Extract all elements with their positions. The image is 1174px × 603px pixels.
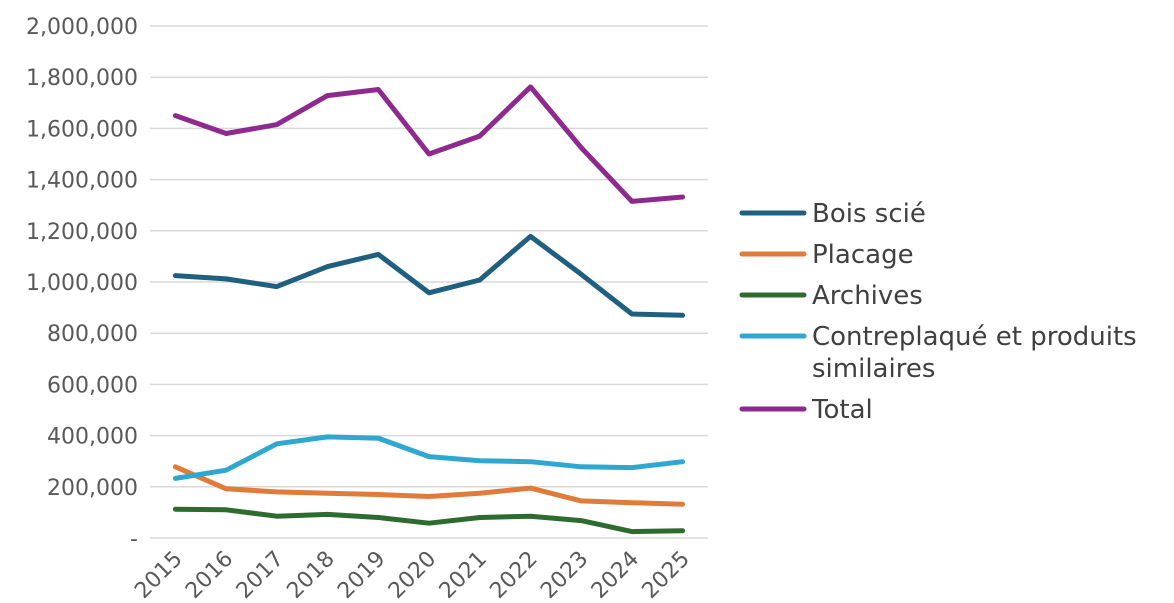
series-line-contreplaque-et-produits-similaires	[172, 434, 686, 481]
legend-item-placage: Placage	[739, 240, 914, 270]
y-tick-label-5: 1,000,000	[26, 271, 138, 296]
legend-item-total: Total	[739, 395, 873, 425]
x-tick-label-2025: 2025	[638, 547, 695, 603]
y-tick-label-10: 2,000,000	[26, 15, 138, 40]
x-tick-label-2024: 2024	[587, 547, 644, 603]
series-line-placage	[172, 464, 686, 507]
y-axis-tick-labels: - 200,000 400,000 600,000 800,000 1,000,000 1,…	[26, 15, 138, 552]
x-tick-label-2022: 2022	[485, 547, 542, 603]
y-tick-label-4: 800,000	[47, 322, 138, 347]
legend-item-archives: Archives	[739, 281, 923, 311]
y-tick-label-2: 400,000	[47, 425, 138, 450]
legend-label-bois-scie: Bois scié	[812, 199, 926, 229]
y-tick-label-0: -	[130, 527, 138, 552]
x-tick-label-2020: 2020	[384, 547, 441, 603]
y-tick-label-9: 1,800,000	[26, 66, 138, 91]
x-tick-label-2023: 2023	[536, 547, 593, 603]
series-line-archives	[172, 506, 686, 535]
x-tick-label-2016: 2016	[181, 547, 238, 603]
x-tick-label-2021: 2021	[435, 547, 492, 603]
x-axis-tick-labels: 2015201620172018201920202021202220232024…	[130, 547, 695, 603]
legend-label-contreplaque-et-produits-similaires-line-0: Contreplaqué et produits	[812, 322, 1137, 352]
y-tick-label-7: 1,400,000	[26, 169, 138, 194]
legend-label-contreplaque-et-produits-similaires-line-1: similaires	[812, 354, 935, 384]
x-tick-label-2017: 2017	[232, 547, 289, 603]
x-tick-label-2019: 2019	[333, 547, 390, 603]
legend-label-archives: Archives	[812, 281, 923, 311]
y-tick-label-6: 1,200,000	[26, 220, 138, 245]
x-tick-label-2018: 2018	[283, 547, 340, 603]
x-tick-label-2015: 2015	[130, 547, 187, 603]
series-line-bois-scie	[172, 233, 686, 318]
legend-item-bois-scie: Bois scié	[739, 199, 926, 229]
y-tick-label-3: 600,000	[47, 373, 138, 398]
gridlines	[150, 25, 708, 539]
series-lines	[172, 84, 686, 535]
legend: Bois scié Placage Archives Contreplaqué et …	[739, 199, 1137, 425]
y-tick-label-8: 1,600,000	[26, 117, 138, 142]
legend-label-total: Total	[811, 395, 873, 425]
legend-label-placage: Placage	[812, 240, 914, 270]
y-tick-label-1: 200,000	[47, 476, 138, 501]
series-line-total	[172, 84, 686, 204]
